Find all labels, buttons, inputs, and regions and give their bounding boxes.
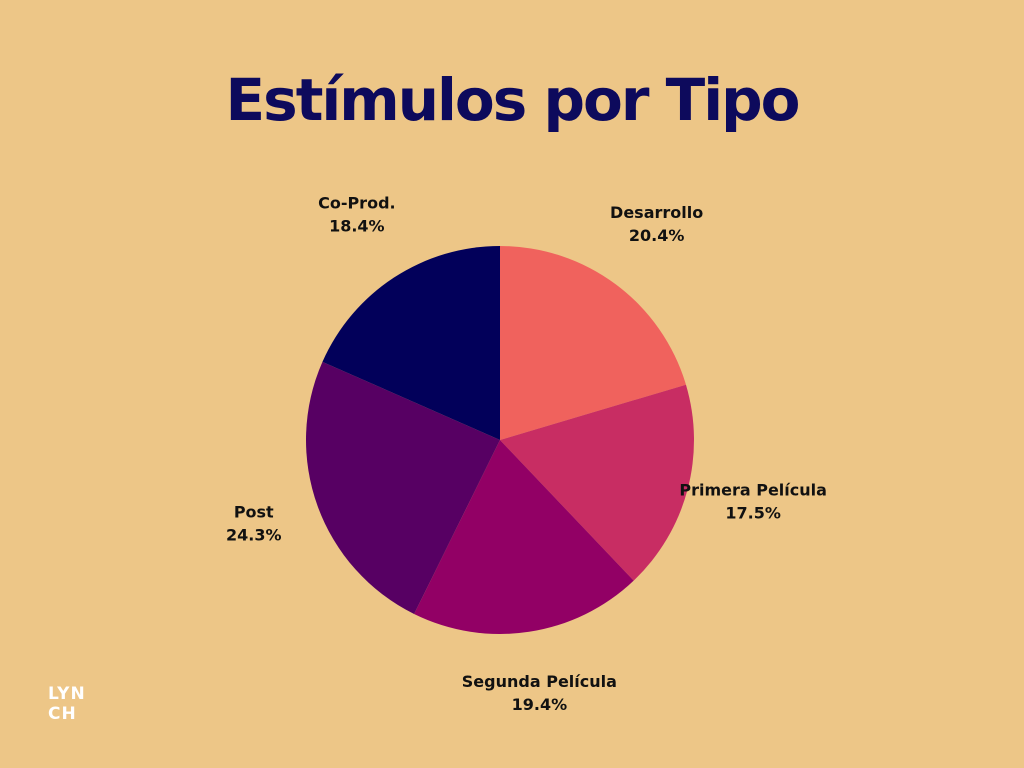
pie-slice-co-prod (322, 246, 500, 440)
slice-category-label: Co-Prod. (318, 194, 396, 213)
slice-category-label: Primera Película (679, 481, 827, 500)
slice-label-primera-pelicula: Primera Película 17.5% (679, 481, 827, 523)
pie-labels: Desarrollo 20.4% Primera Película 17.5% Segu… (226, 194, 827, 714)
pie-slices (306, 246, 694, 634)
slice-category-label: Segunda Película (462, 672, 617, 691)
slice-label-desarrollo: Desarrollo 20.4% (610, 203, 703, 245)
slice-label-co-prod: Co-Prod. 18.4% (318, 194, 396, 236)
slice-label-segunda-pelicula: Segunda Película 19.4% (462, 672, 617, 714)
pie-slice-post (306, 361, 500, 614)
pie-slice-desarrollo (500, 246, 686, 440)
slice-category-label: Post (234, 503, 274, 522)
pie-slice-segunda-pelicula (414, 440, 634, 634)
pie-slice-primera-pelicula (500, 384, 694, 581)
slice-value-label: 24.3% (226, 526, 282, 545)
slice-category-label: Desarrollo (610, 203, 703, 222)
slice-value-label: 18.4% (329, 217, 385, 236)
slice-value-label: 19.4% (512, 695, 568, 714)
slice-value-label: 17.5% (725, 504, 781, 523)
slice-label-post: Post 24.3% (226, 503, 282, 545)
slice-value-label: 20.4% (629, 226, 685, 245)
logo-line-1: LYN (48, 684, 86, 704)
chart-title: Estímulos por Tipo (225, 66, 801, 134)
logo-line-2: CH (48, 704, 77, 724)
brand-logo: LYN CH (48, 684, 86, 724)
